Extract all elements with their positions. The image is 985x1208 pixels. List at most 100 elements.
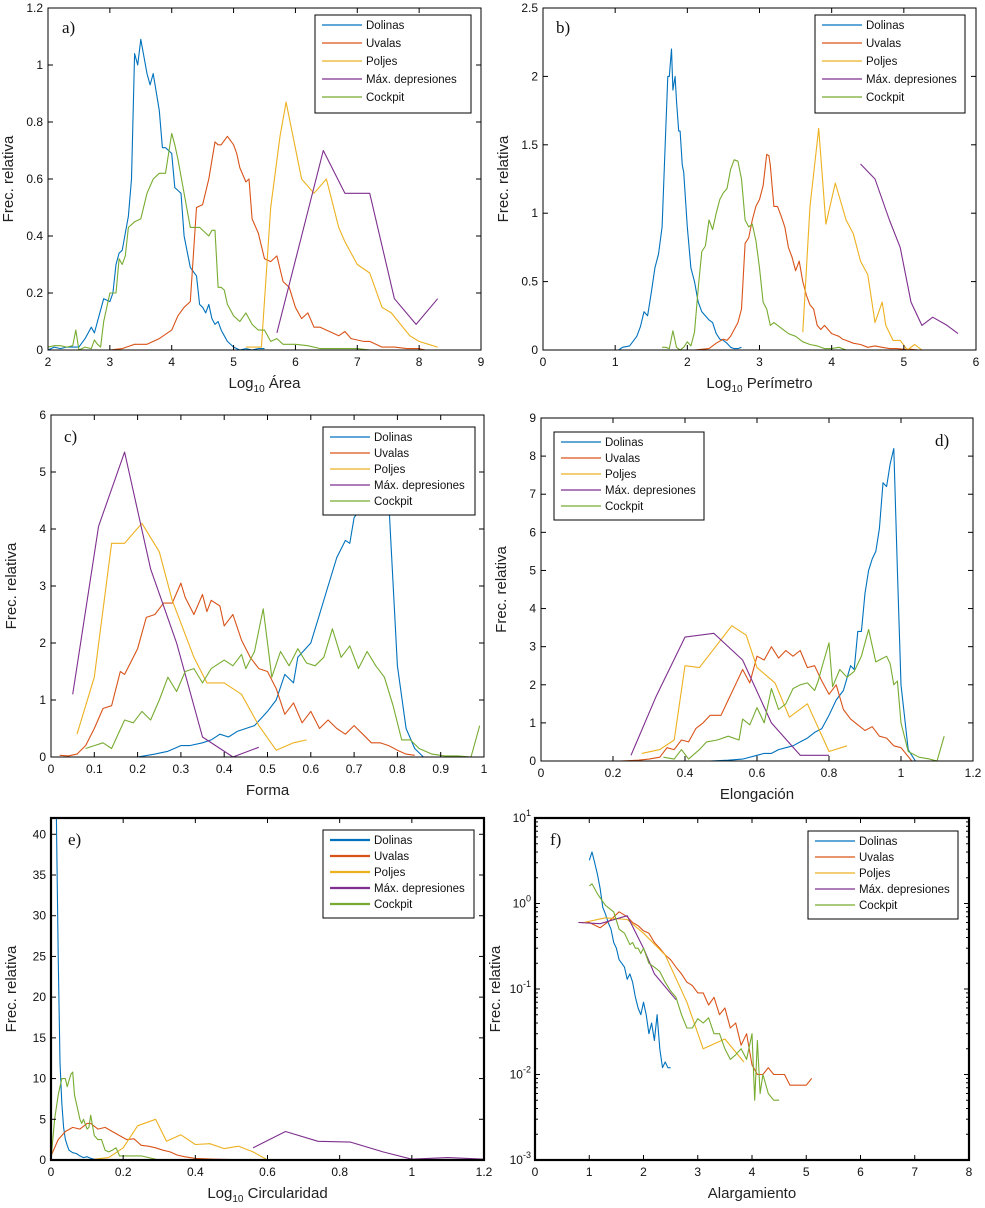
legend-box	[553, 431, 705, 521]
legend: Dolinas Uvalas Poljes Máx. depresiones Cockp…	[314, 14, 472, 114]
y-axis-label: Frec. relativa	[0, 135, 17, 222]
legend-entry: Uvalas	[374, 448, 409, 460]
y-tick-label: 4	[529, 602, 536, 616]
x-axis-label: Elongación	[720, 786, 794, 803]
legend-entry: Dolinas	[374, 432, 413, 444]
x-tick-label: 2	[684, 355, 691, 369]
x-tick-label: 1	[612, 355, 619, 369]
series-line-uvalas	[109, 135, 426, 350]
series-line-dolinas	[55, 818, 95, 1160]
y-tick-label: 10-1	[510, 979, 531, 996]
x-tick-label: 0.2	[605, 766, 622, 780]
panel-a: 2 3 4 5 6 7 8 9 0 0.2 0.4 0.6 0.8 1 1.2 Log10 Área Frec.…	[0, 1, 485, 395]
y-tick-label: 1	[529, 716, 536, 730]
x-tick-label: 0.3	[173, 762, 190, 776]
legend: Dolinas Uvalas Poljes Máx. depresiones Cockp…	[807, 830, 959, 920]
series-line-poljes	[583, 917, 745, 1063]
series-line-uvalas	[59, 582, 415, 757]
legend-entry: Dolinas	[374, 835, 413, 847]
series-line-cockpit	[588, 883, 780, 1101]
legend-box	[807, 830, 959, 920]
x-tick-label: 6	[292, 355, 299, 369]
panel-c: 0 0.1 0.2 0.3 0.4 0.5 0.6 0.7 0.8 0.9 1 0 1 2 3 4 5 6 Form…	[3, 408, 488, 799]
y-tick-label: 20	[33, 990, 47, 1004]
y-tick-label: 5	[39, 1112, 46, 1126]
panel-label: b)	[556, 18, 570, 37]
x-tick-label: 0.6	[302, 762, 319, 776]
y-tick-label: 0	[39, 750, 46, 764]
x-tick-label: 3	[107, 355, 114, 369]
series-line-uvalas	[694, 153, 919, 350]
y-tick-label: 1.5	[521, 138, 538, 152]
y-tick-label: 0.6	[26, 172, 43, 186]
x-tick-label: 0.4	[216, 762, 233, 776]
x-tick-label: 0	[48, 762, 55, 776]
y-tick-label: 10	[33, 1072, 47, 1086]
series-line-dolinas	[48, 38, 265, 350]
y-tick-label: 10-2	[510, 1065, 531, 1082]
series-line-m-x-depresiones	[630, 632, 829, 756]
x-tick-label: 3	[756, 355, 763, 369]
y-tick-label: 0.8	[26, 115, 43, 129]
y-tick-label: 5	[529, 563, 536, 577]
legend-box	[322, 426, 476, 516]
legend: Dolinas Uvalas Poljes Máx. depresiones Cockp…	[814, 14, 966, 114]
legend-entry: Máx. depresiones	[374, 883, 465, 895]
x-tick-label: 0.6	[749, 766, 766, 780]
y-tick-label: 6	[529, 525, 536, 539]
y-tick-label: 1	[39, 693, 46, 707]
x-tick-label: 1	[481, 762, 488, 776]
legend-entry: Poljes	[866, 56, 898, 68]
series-line-uvalas	[51, 1122, 268, 1160]
panel-label: a)	[62, 18, 75, 37]
x-tick-label: 0.8	[331, 1165, 348, 1179]
legend-entry: Poljes	[859, 868, 891, 880]
x-tick-label: 6	[973, 355, 980, 369]
panel-b: 0 1 2 3 4 5 6 0 0.5 1 1.5 2 2.5 Log10 Perímetro Frec. …	[495, 1, 980, 395]
y-tick-label: 15	[33, 1031, 47, 1045]
x-tick-label: 0.2	[115, 1165, 132, 1179]
series-line-poljes	[802, 127, 923, 350]
panel-label: e)	[68, 830, 81, 849]
y-tick-label: 8	[529, 449, 536, 463]
y-tick-label: 0	[529, 754, 536, 768]
legend-entry: Poljes	[374, 867, 406, 879]
legend-entry: Poljes	[366, 56, 398, 68]
x-tick-label: 9	[478, 355, 485, 369]
x-tick-label: 1.2	[965, 766, 982, 780]
x-tick-label: 1	[898, 766, 905, 780]
y-tick-label: 0.4	[26, 229, 43, 243]
y-tick-label: 25	[33, 949, 47, 963]
legend: Dolinas Uvalas Poljes Máx. depresiones Cockp…	[322, 426, 476, 516]
x-tick-label: 0.5	[259, 762, 276, 776]
legend-entry: Dolinas	[605, 437, 644, 449]
legend-entry: Cockpit	[605, 501, 644, 513]
y-tick-label: 6	[39, 408, 46, 422]
series-line-m-x-depresiones	[252, 1130, 484, 1160]
y-axis-label: Frec. relativa	[3, 945, 20, 1032]
x-tick-label: 2	[45, 355, 52, 369]
series-line-dolinas	[710, 447, 916, 761]
series-line-uvalas	[605, 646, 913, 761]
legend-entry: Uvalas	[866, 38, 901, 50]
legend-entry: Máx. depresiones	[866, 74, 957, 86]
legend-entry: Dolinas	[859, 836, 898, 848]
panel-label: c)	[64, 427, 77, 446]
series-line-cockpit	[85, 608, 481, 757]
x-tick-label: 1	[586, 1165, 593, 1179]
x-axis-label: Forma	[246, 782, 290, 799]
y-tick-label: 30	[33, 909, 47, 923]
x-tick-label: 0.9	[432, 762, 449, 776]
x-axis-label: Log10 Circularidad	[207, 1185, 327, 1205]
series-line-m-x-depresiones	[72, 451, 259, 757]
legend-entry: Uvalas	[366, 38, 401, 50]
y-tick-label: 2.5	[521, 1, 538, 15]
legend-entry: Dolinas	[866, 20, 905, 32]
x-tick-label: 0	[538, 766, 545, 780]
y-tick-label: 3	[529, 640, 536, 654]
legend: Dolinas Uvalas Poljes Máx. depresiones Cockp…	[553, 431, 705, 521]
y-tick-label: 4	[39, 522, 46, 536]
y-tick-label: 0	[36, 343, 43, 357]
y-tick-label: 1.2	[26, 1, 43, 15]
